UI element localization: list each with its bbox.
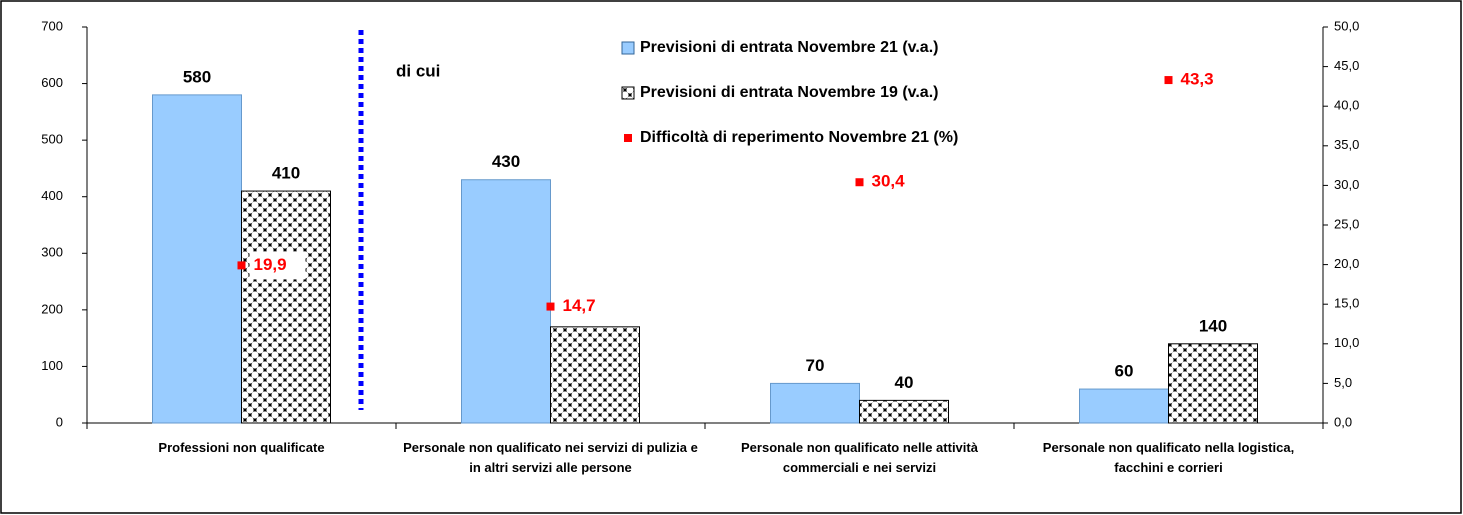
bar [152,94,242,424]
y-tick-label: 100 [41,358,63,373]
y2-tick-label: 50,0 [1334,18,1359,33]
marker-value-label: 19,9 [254,255,287,274]
y-tick-label: 500 [41,132,63,147]
bar-value-label: 60 [1115,362,1134,381]
marker-value-label: 14,7 [563,296,596,315]
x-tick-label: Personale non qualificato nei servizi di… [403,440,698,475]
y2-tick-label: 15,0 [1334,296,1359,311]
y-tick-label: 200 [41,301,63,316]
label-bg [867,168,924,197]
y2-tick-label: 30,0 [1334,177,1359,192]
y2-tick-label: 40,0 [1334,98,1359,113]
bar [550,326,640,424]
bar-value-label: 580 [183,67,211,86]
bar [770,382,860,424]
bar-value-label: 410 [272,164,300,183]
bar-value-label: 140 [1199,316,1227,335]
label-bg [558,292,615,321]
bar [859,399,949,424]
bar-value-label: 40 [895,373,914,392]
y2-tick-label: 20,0 [1334,256,1359,271]
label-bg [249,251,306,280]
legend-label: Previsioni di entrata Novembre 21 (v.a.) [640,39,938,56]
legend-swatch [621,41,635,55]
x-tick-label: Personale non qualificato nella logistic… [1042,440,1295,475]
bar-value-label: 430 [492,152,520,171]
annotation: di cui [396,61,440,80]
marker [546,302,555,311]
marker [855,178,864,187]
y2-tick-label: 10,0 [1334,335,1359,350]
marker [237,261,246,270]
y-tick-label: 400 [41,188,63,203]
marker-value-label: 30,4 [872,172,906,191]
bar-value-label: 70 [806,356,825,375]
label-bg [1176,66,1233,95]
y-tick-label: 700 [41,18,63,33]
y2-tick-label: 25,0 [1334,216,1359,231]
legend-swatch [621,86,635,100]
x-tick-label: Professioni non qualificate [158,440,325,455]
legend-label: Previsioni di entrata Novembre 19 (v.a.) [640,84,938,101]
y2-tick-label: 0,0 [1334,414,1352,429]
x-tick-label: Personale non qualificato nelle attività… [741,440,978,475]
bar [461,179,551,424]
y2-tick-label: 35,0 [1334,137,1359,152]
bar [1168,343,1258,424]
legend-swatch [624,134,632,142]
y-tick-label: 0 [56,414,63,429]
bar [241,190,331,424]
y2-tick-label: 5,0 [1334,375,1352,390]
y-tick-label: 600 [41,75,63,90]
y2-tick-label: 45,0 [1334,58,1359,73]
marker-value-label: 43,3 [1181,70,1214,89]
bar [1079,388,1169,424]
y-tick-label: 300 [41,245,63,260]
legend-label: Difficoltà di reperimento Novembre 21 (%… [640,129,958,146]
marker [1164,76,1173,85]
